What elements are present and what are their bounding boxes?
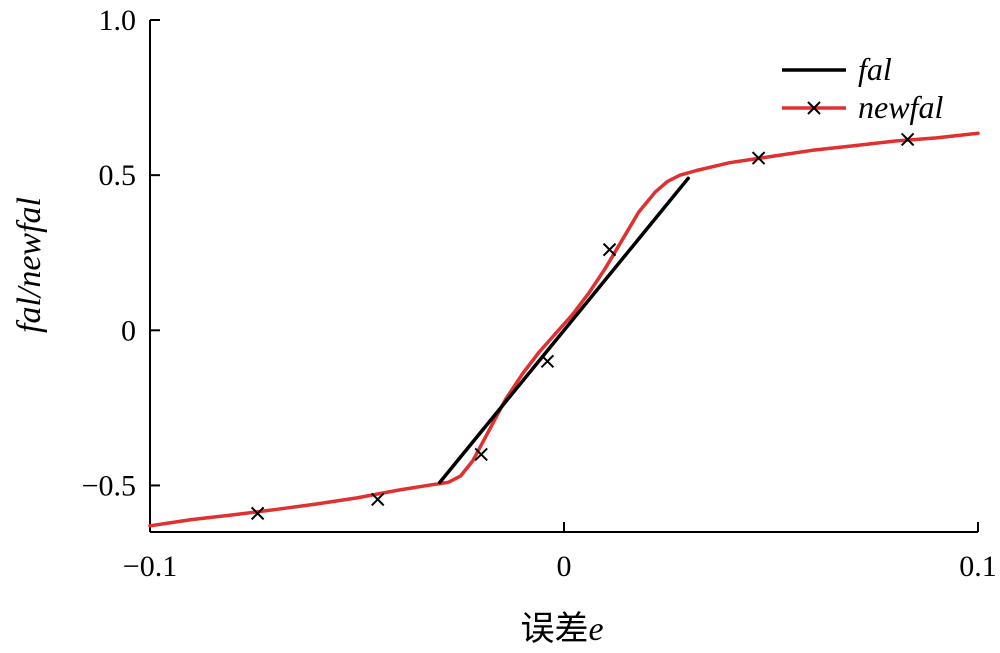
legend-label-fal: fal xyxy=(858,51,892,87)
series-line-newfal xyxy=(148,131,980,528)
data-point-newfal xyxy=(751,151,766,165)
y-tick-label: 0 xyxy=(121,314,136,347)
y-tick-label: −0.5 xyxy=(82,469,136,502)
x-tick-label: −0.1 xyxy=(123,550,177,583)
x-axis-title: 误差e xyxy=(520,610,603,648)
data-point-newfal xyxy=(474,447,488,462)
x-tick-label: 0 xyxy=(557,550,572,583)
data-point-newfal xyxy=(370,492,385,507)
series-line-fal xyxy=(438,176,690,485)
x-tick-label: 0.1 xyxy=(959,550,997,583)
legend-marker-newfal xyxy=(807,101,821,115)
y-axis-title: fal/newfal xyxy=(11,197,48,333)
x-axis-title-text: 误差 xyxy=(520,610,588,648)
data-point-newfal xyxy=(250,506,265,521)
x-axis-title-var: e xyxy=(588,611,603,648)
y-tick-label: 1.0 xyxy=(99,4,137,37)
legend-label-newfal: newfal xyxy=(858,89,943,125)
data-point-newfal xyxy=(602,242,617,257)
series-group xyxy=(148,131,980,528)
axes: −0.5 0 0.5 1.0 −0.1 0 0.1 xyxy=(82,4,997,583)
y-tick-label: 0.5 xyxy=(99,159,137,192)
data-point-newfal xyxy=(900,132,915,147)
